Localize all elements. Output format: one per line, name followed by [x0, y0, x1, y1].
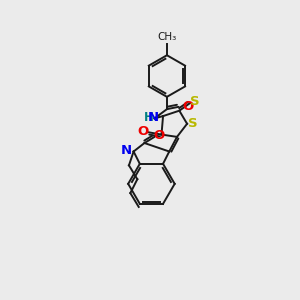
Text: N: N: [121, 144, 132, 157]
Text: CH₃: CH₃: [157, 32, 176, 42]
Text: H: H: [143, 111, 153, 124]
Text: S: S: [190, 95, 200, 108]
Text: N: N: [148, 111, 159, 124]
Text: O: O: [154, 129, 165, 142]
Text: O: O: [182, 100, 194, 112]
Text: S: S: [188, 116, 198, 130]
Text: O: O: [137, 125, 148, 138]
